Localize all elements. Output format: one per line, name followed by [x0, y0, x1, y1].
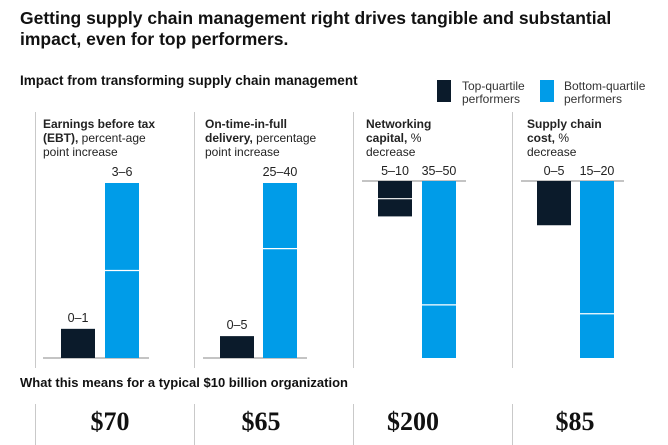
legend-swatch-bottom-quartile: [540, 80, 554, 102]
impact-divider: [194, 404, 195, 445]
bar-top-quartile: [537, 181, 571, 226]
panel-label-ebt: Earnings before tax (EBT), percent-age p…: [43, 117, 156, 159]
bar-top-quartile: [220, 336, 254, 358]
legend-swatch-top-quartile: [437, 80, 451, 102]
bar-bottom-quartile: [422, 181, 456, 358]
bar-bottom-quartile: [580, 181, 614, 358]
data-label: 0–5: [544, 164, 565, 178]
panel-divider: [512, 112, 513, 368]
panel-label-otif: On-time-in-full delivery, percentage poi…: [205, 117, 317, 159]
panel-label-supply-chain-cost: Supply chain cost, % decrease: [527, 117, 602, 159]
headline: Getting supply chain management right dr…: [20, 8, 612, 49]
impact-value-networking-capital: $200: [387, 407, 439, 436]
data-label: 35–50: [422, 164, 457, 178]
data-label: 5–10: [381, 164, 409, 178]
bar-top-quartile: [61, 328, 95, 358]
bottom-title: What this means for a typical $10 billio…: [20, 375, 348, 390]
bar-bottom-quartile: [263, 183, 297, 358]
legend-label-top-quartile: Top-quartile performers: [462, 79, 525, 106]
panel-divider: [194, 112, 195, 368]
data-label: 15–20: [580, 164, 615, 178]
impact-value-supply-chain-cost: $85: [555, 407, 595, 436]
impact-value-otif: $65: [241, 407, 281, 436]
data-label: 25–40: [263, 165, 298, 179]
data-label: 0–5: [227, 318, 248, 332]
panel-label-networking-capital: Networking capital, % decrease: [366, 117, 432, 159]
panel-divider: [35, 112, 36, 368]
chart-subhead: Impact from transforming supply chain ma…: [20, 73, 358, 88]
impact-divider: [35, 404, 36, 445]
legend-label-bottom-quartile: Bottom-quartile performers: [564, 79, 646, 106]
data-label: 3–6: [112, 165, 133, 179]
impact-divider: [353, 404, 354, 445]
impact-value-ebt: $70: [90, 407, 130, 436]
impact-divider: [512, 404, 513, 445]
panel-divider: [353, 112, 354, 368]
data-label: 0–1: [68, 311, 89, 325]
